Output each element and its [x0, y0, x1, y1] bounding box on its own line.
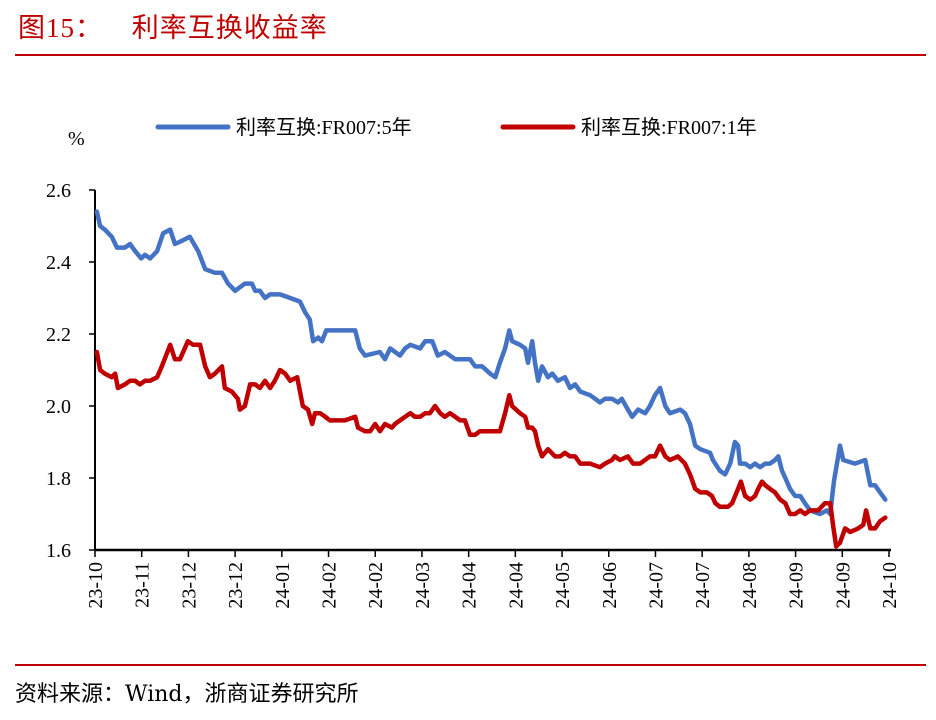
figure-label: 图15： [18, 13, 103, 43]
x-axis: 23-10 23-11 23-12 23-12 24-01 24-02 24-02 24-03… [85, 548, 901, 609]
y-axis: 1.6 1.8 2.0 2.2 2.4 2.6 [46, 180, 96, 562]
x-tick-label: 24-02 [319, 562, 341, 609]
x-tick-label: 24-06 [599, 562, 621, 609]
x-tick-label: 24-01 [272, 562, 294, 609]
x-tick-label: 24-09 [832, 562, 854, 609]
series-line-1y [94, 338, 888, 549]
x-tick-label: 24-09 [786, 562, 808, 609]
y-tick-label: 2.2 [46, 324, 71, 346]
x-tick-label: 24-04 [459, 562, 481, 609]
y-tick-label: 2.4 [46, 252, 71, 274]
figure-title: 图15： 利率互换收益率 [18, 6, 328, 45]
x-tick-label: 24-05 [552, 562, 574, 609]
series-line-5y [94, 209, 888, 517]
title-divider [15, 54, 926, 56]
y-tick-label: 2.6 [46, 180, 71, 202]
y-tick-label: 1.6 [46, 540, 71, 562]
x-tick-label: 24-08 [739, 562, 761, 609]
y-tick-label: 2.0 [46, 396, 71, 418]
x-tick-label: 23-12 [178, 562, 200, 609]
x-tick-label: 24-07 [692, 562, 714, 609]
footer-divider [15, 664, 926, 666]
x-tick-label: 24-07 [645, 562, 667, 609]
figure-title-text: 利率互换收益率 [131, 13, 328, 44]
y-tick-label: 1.8 [46, 468, 71, 490]
series-lines [94, 209, 888, 549]
source-note: 资料来源：Wind，浙商证券研究所 [15, 682, 359, 707]
x-tick-label: 24-04 [505, 562, 527, 609]
x-tick-label: 24-03 [412, 562, 434, 609]
x-tick-label: 24-02 [365, 562, 387, 609]
x-tick-label: 24-10 [879, 562, 901, 609]
x-tick-label: 23-12 [225, 562, 247, 609]
legend: 利率互换:FR007:5年 利率互换:FR007:1年 [155, 116, 757, 139]
x-tick-label: 23-10 [85, 562, 107, 609]
legend-label-5y: 利率互换:FR007:5年 [236, 116, 412, 139]
x-tick-label: 23-11 [132, 562, 154, 608]
legend-label-1y: 利率互换:FR007:1年 [581, 116, 757, 139]
y-axis-unit: % [68, 128, 85, 150]
